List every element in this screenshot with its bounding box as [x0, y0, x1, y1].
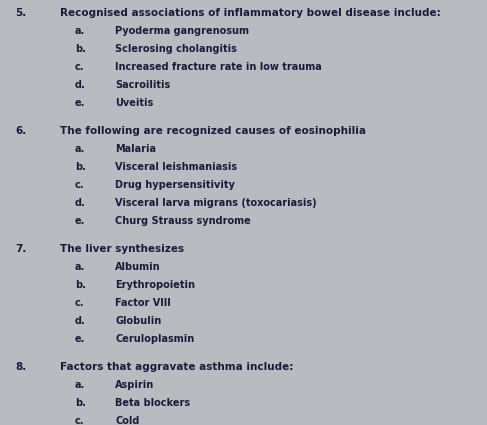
Text: Uveitis: Uveitis: [115, 98, 153, 108]
Text: 6.: 6.: [15, 126, 26, 136]
Text: d.: d.: [75, 198, 86, 208]
Text: Cold: Cold: [115, 416, 139, 425]
Text: b.: b.: [75, 162, 86, 172]
Text: Aspirin: Aspirin: [115, 380, 154, 390]
Text: Malaria: Malaria: [115, 144, 156, 154]
Text: Factor VIII: Factor VIII: [115, 298, 171, 308]
Text: c.: c.: [75, 62, 85, 72]
Text: Globulin: Globulin: [115, 316, 161, 326]
Text: 8.: 8.: [15, 362, 26, 372]
Text: 5.: 5.: [15, 8, 26, 18]
Text: a.: a.: [75, 144, 85, 154]
Text: The liver synthesizes: The liver synthesizes: [60, 244, 184, 254]
Text: Factors that aggravate asthma include:: Factors that aggravate asthma include:: [60, 362, 293, 372]
Text: Recognised associations of inflammatory bowel disease include:: Recognised associations of inflammatory …: [60, 8, 441, 18]
Text: Beta blockers: Beta blockers: [115, 398, 190, 408]
Text: Ceruloplasmin: Ceruloplasmin: [115, 334, 194, 344]
Text: c.: c.: [75, 298, 85, 308]
Text: d.: d.: [75, 80, 86, 90]
Text: e.: e.: [75, 98, 85, 108]
Text: b.: b.: [75, 280, 86, 290]
Text: b.: b.: [75, 398, 86, 408]
Text: c.: c.: [75, 416, 85, 425]
Text: Erythropoietin: Erythropoietin: [115, 280, 195, 290]
Text: Visceral larva migrans (toxocariasis): Visceral larva migrans (toxocariasis): [115, 198, 317, 208]
Text: a.: a.: [75, 380, 85, 390]
Text: b.: b.: [75, 44, 86, 54]
Text: c.: c.: [75, 180, 85, 190]
Text: The following are recognized causes of eosinophilia: The following are recognized causes of e…: [60, 126, 366, 136]
Text: a.: a.: [75, 26, 85, 36]
Text: Drug hypersensitivity: Drug hypersensitivity: [115, 180, 235, 190]
Text: e.: e.: [75, 334, 85, 344]
Text: Sclerosing cholangitis: Sclerosing cholangitis: [115, 44, 237, 54]
Text: Visceral leishmaniasis: Visceral leishmaniasis: [115, 162, 237, 172]
Text: a.: a.: [75, 262, 85, 272]
Text: d.: d.: [75, 316, 86, 326]
Text: 7.: 7.: [15, 244, 26, 254]
Text: e.: e.: [75, 216, 85, 226]
Text: Sacroilitis: Sacroilitis: [115, 80, 170, 90]
Text: Churg Strauss syndrome: Churg Strauss syndrome: [115, 216, 251, 226]
Text: Albumin: Albumin: [115, 262, 161, 272]
Text: Increased fracture rate in low trauma: Increased fracture rate in low trauma: [115, 62, 322, 72]
Text: Pyoderma gangrenosum: Pyoderma gangrenosum: [115, 26, 249, 36]
